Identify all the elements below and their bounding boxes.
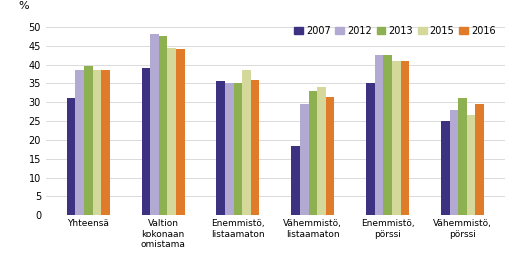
Bar — [325, 97, 334, 215]
Bar — [466, 115, 474, 215]
Bar — [216, 81, 224, 215]
Bar — [84, 67, 93, 215]
Bar — [457, 99, 466, 215]
Bar — [101, 70, 109, 215]
Bar — [291, 145, 299, 215]
Bar — [391, 61, 400, 215]
Bar — [440, 121, 449, 215]
Bar — [158, 36, 167, 215]
Bar — [474, 104, 483, 215]
Bar — [142, 68, 150, 215]
Bar — [167, 47, 176, 215]
Bar — [449, 110, 457, 215]
Bar — [365, 83, 374, 215]
Text: %: % — [18, 1, 29, 12]
Bar — [317, 87, 325, 215]
Bar — [250, 79, 259, 215]
Bar — [224, 83, 233, 215]
Bar — [75, 70, 84, 215]
Bar — [299, 104, 308, 215]
Bar — [176, 49, 184, 215]
Bar — [400, 61, 408, 215]
Legend: 2007, 2012, 2013, 2015, 2016: 2007, 2012, 2013, 2015, 2016 — [294, 26, 494, 36]
Bar — [233, 83, 242, 215]
Bar — [150, 34, 158, 215]
Bar — [67, 99, 75, 215]
Bar — [374, 55, 383, 215]
Bar — [383, 55, 391, 215]
Bar — [242, 70, 250, 215]
Bar — [308, 91, 317, 215]
Bar — [93, 70, 101, 215]
